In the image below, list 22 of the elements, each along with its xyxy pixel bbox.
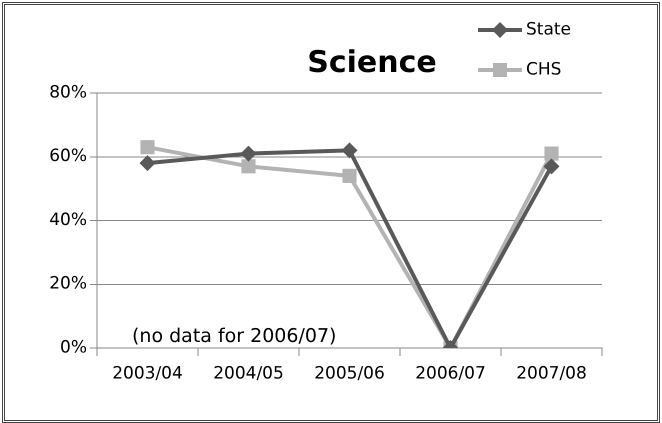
- legend-label: CHS: [526, 59, 562, 80]
- y-tick-label: 60%: [49, 146, 87, 166]
- point: [544, 146, 559, 161]
- legend-label: State: [526, 19, 571, 40]
- point: [241, 159, 256, 174]
- y-tick-label: 20%: [49, 274, 87, 294]
- point: [342, 168, 357, 183]
- x-tick-label: 2003/04: [112, 364, 183, 384]
- point: [544, 158, 560, 174]
- annotation: (no data for 2006/07): [132, 325, 336, 347]
- x-tick-label: 2004/05: [213, 364, 284, 384]
- point: [240, 146, 256, 162]
- chart-title: Science: [307, 45, 437, 80]
- x-tick-label: 2006/07: [415, 364, 486, 384]
- point: [140, 140, 155, 154]
- point: [140, 155, 156, 172]
- y-tick-label: 0%: [60, 337, 87, 358]
- y-tick-label: 80%: [49, 82, 87, 102]
- x-tick-label: 2007/08: [516, 364, 587, 384]
- y-tick-label: 40%: [49, 210, 87, 230]
- x-tick-label: 2005/06: [314, 364, 385, 384]
- point: [342, 142, 358, 158]
